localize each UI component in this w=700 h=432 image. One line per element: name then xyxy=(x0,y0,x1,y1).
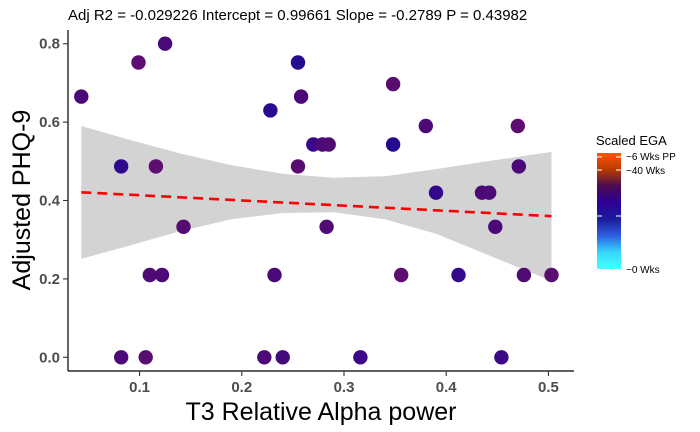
legend-colorbar xyxy=(597,153,621,269)
data-point-14 xyxy=(290,55,306,70)
data-point-35 xyxy=(544,267,559,283)
data-point-3 xyxy=(131,55,146,70)
x-tick-label: 0.2 xyxy=(231,379,252,396)
data-point-23 xyxy=(385,137,401,152)
data-point-34 xyxy=(516,267,532,283)
data-point-9 xyxy=(176,219,191,234)
x-tick-label: 0.4 xyxy=(436,379,458,396)
points-layer xyxy=(74,36,559,365)
y-ticks: 0.0 0.2 0.4 0.6 0.8 xyxy=(39,36,68,366)
legend-title: Scaled EGA xyxy=(596,133,667,148)
y-tick-label: 0.6 xyxy=(39,114,60,131)
data-point-24 xyxy=(394,267,409,283)
data-point-4 xyxy=(138,350,153,365)
data-point-8 xyxy=(157,36,173,51)
data-point-25 xyxy=(418,118,433,134)
data-point-26 xyxy=(428,185,444,200)
trend-line xyxy=(81,190,552,218)
legend-label-top: ~6 Wks PP xyxy=(626,152,676,163)
data-point-31 xyxy=(494,350,509,365)
data-point-19 xyxy=(321,137,336,152)
legend-label-bottom: ~0 Wks xyxy=(626,265,660,276)
legend-label-mid: ~40 Wks xyxy=(626,166,665,177)
data-point-29 xyxy=(482,185,497,200)
data-point-0 xyxy=(74,89,89,104)
data-point-16 xyxy=(293,89,309,104)
data-point-33 xyxy=(511,159,526,174)
legend: Scaled EGA ~6 Wks PP ~40 Wks ~0 Wks xyxy=(596,133,676,276)
x-ticks: 0.1 0.2 0.3 0.4 0.5 xyxy=(129,371,559,396)
data-point-20 xyxy=(319,219,334,234)
confidence-band xyxy=(81,126,552,281)
data-point-6 xyxy=(148,159,164,174)
y-axis-title: Adjusted PHQ-9 xyxy=(8,110,36,291)
data-point-5 xyxy=(142,267,157,283)
y-tick-label: 0.0 xyxy=(39,349,60,366)
data-point-13 xyxy=(275,350,290,365)
x-tick-label: 0.3 xyxy=(334,379,355,396)
data-point-22 xyxy=(385,76,401,92)
data-point-21 xyxy=(353,350,368,365)
data-point-12 xyxy=(267,267,282,283)
data-point-27 xyxy=(451,267,466,283)
plot-area xyxy=(74,36,559,365)
data-point-7 xyxy=(154,267,170,283)
data-point-32 xyxy=(510,118,525,134)
y-tick-label: 0.8 xyxy=(39,36,60,53)
y-tick-label: 0.4 xyxy=(39,193,61,210)
chart-title: Adj R2 = -0.029226 Intercept = 0.99661 S… xyxy=(68,7,527,24)
data-point-30 xyxy=(488,219,503,234)
data-point-1 xyxy=(114,159,129,174)
data-point-11 xyxy=(263,103,278,118)
x-tick-label: 0.1 xyxy=(129,379,150,396)
data-point-2 xyxy=(114,350,129,365)
x-tick-label: 0.5 xyxy=(538,379,559,396)
data-point-15 xyxy=(290,159,306,174)
x-axis-title: T3 Relative Alpha power xyxy=(186,398,457,426)
data-point-10 xyxy=(257,350,272,365)
y-tick-label: 0.2 xyxy=(39,271,60,288)
